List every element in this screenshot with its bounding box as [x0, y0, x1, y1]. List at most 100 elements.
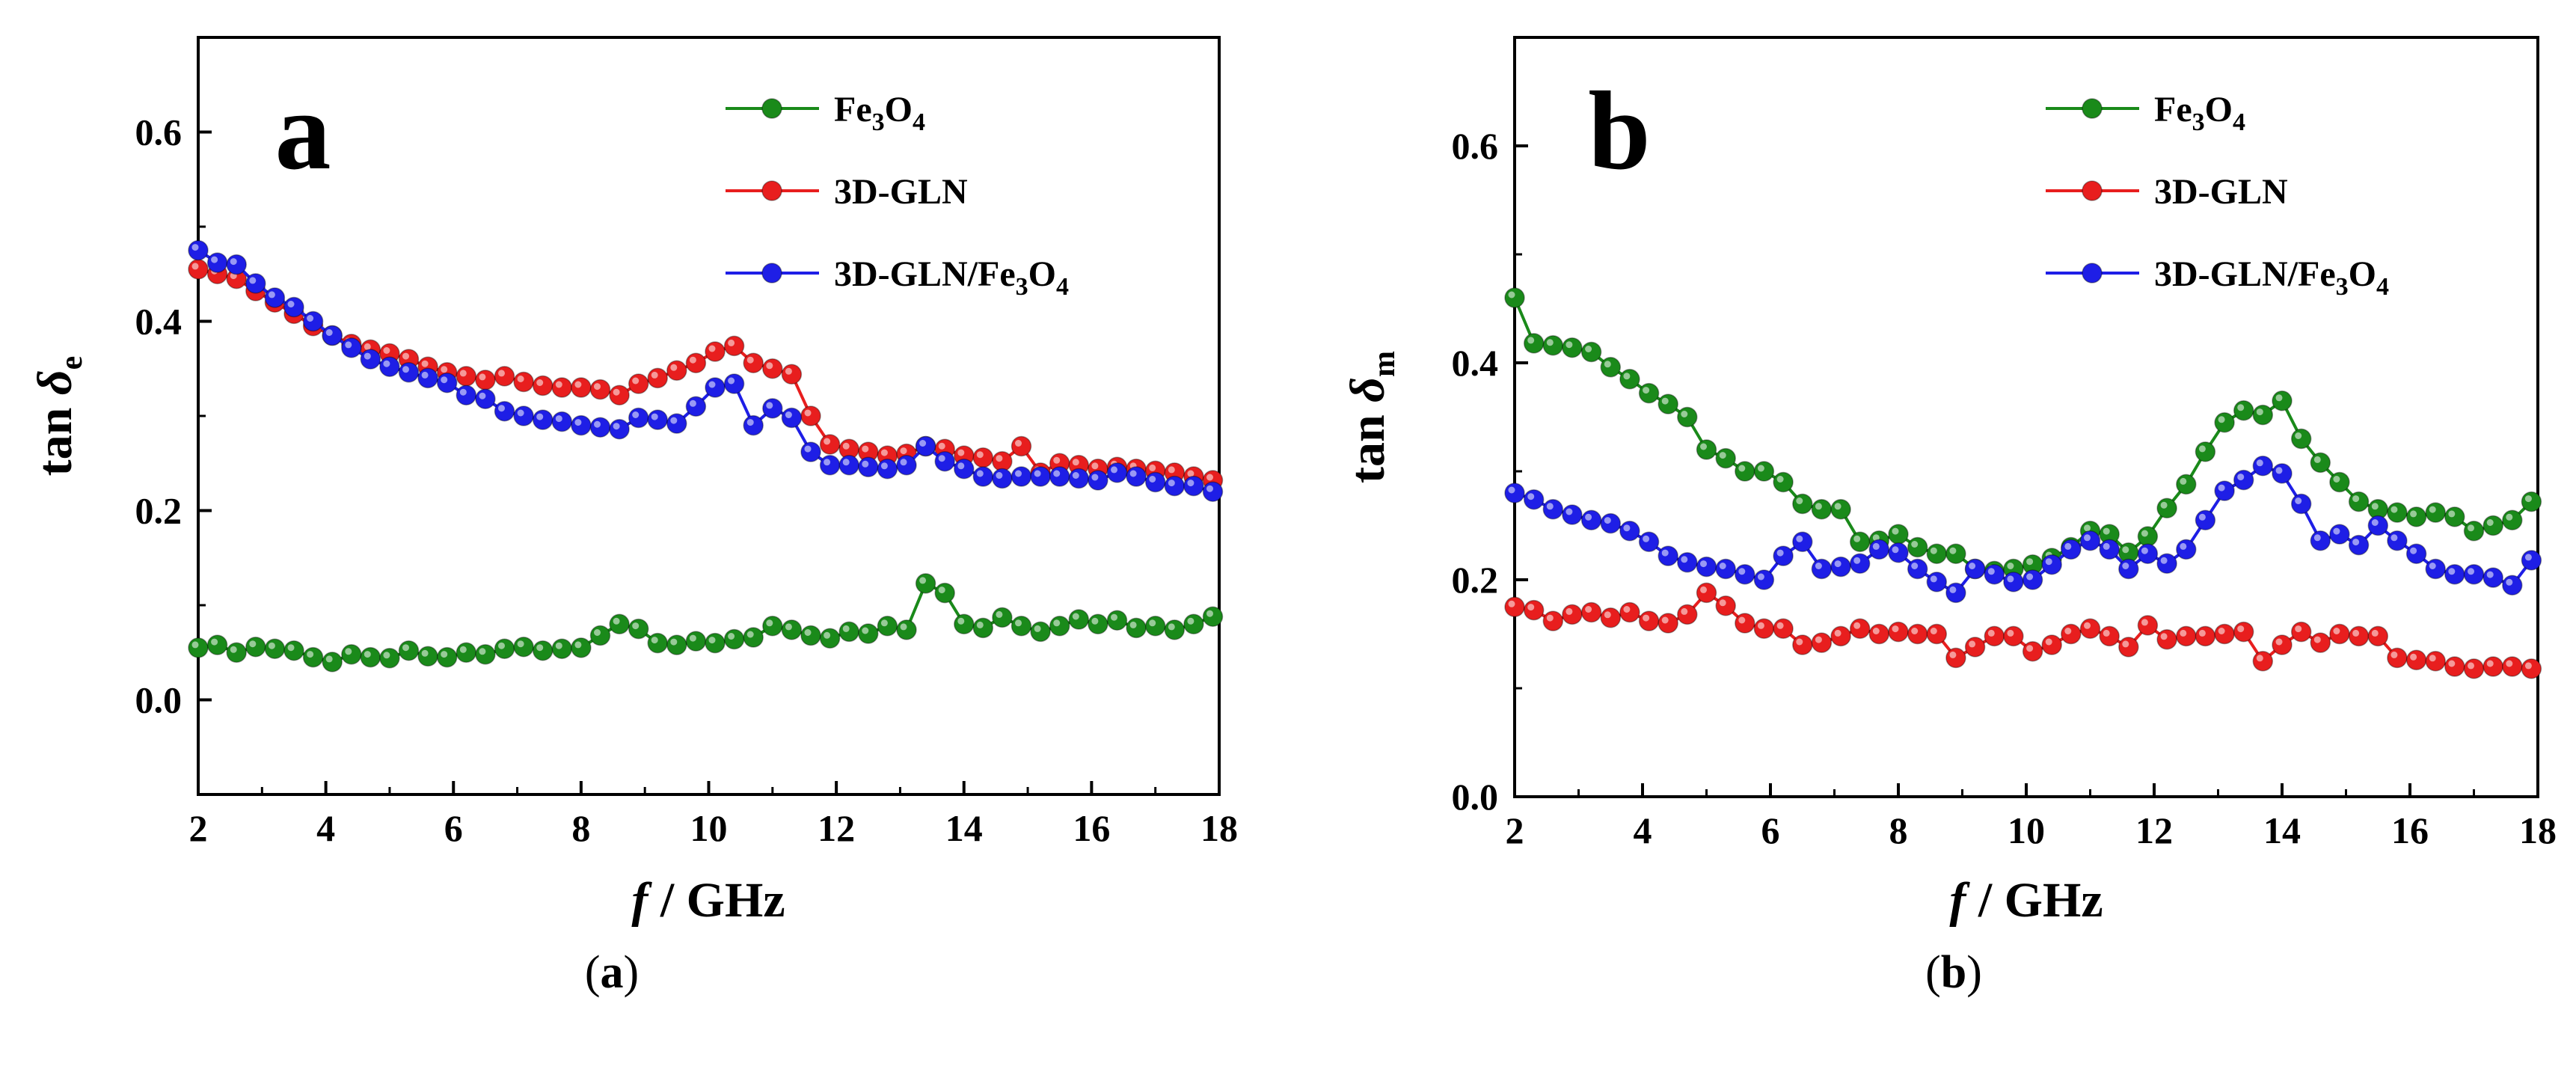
- data-point-highlight: [1546, 614, 1554, 622]
- data-point-highlight: [479, 648, 486, 655]
- data-point-highlight: [880, 449, 888, 456]
- x-tick-label: 4: [316, 807, 335, 849]
- y-tick-label: 0.2: [1452, 559, 1499, 601]
- data-point: [1811, 632, 1833, 653]
- data-point-highlight: [842, 625, 850, 632]
- legend-marker: [2082, 180, 2103, 201]
- data-point: [2079, 530, 2101, 551]
- legend-label-sub: 4: [1056, 273, 1069, 301]
- data-point: [685, 396, 707, 417]
- data-point-highlight: [1661, 549, 1669, 557]
- data-point-highlight: [651, 637, 658, 644]
- data-point-highlight: [517, 640, 524, 648]
- data-point-highlight: [1776, 622, 1784, 629]
- legend-label-sub: 4: [2233, 108, 2245, 136]
- data-point-highlight: [1072, 472, 1079, 479]
- data-point: [1735, 613, 1755, 634]
- data-point: [2118, 558, 2139, 580]
- data-point: [322, 325, 343, 346]
- data-point: [1164, 475, 1186, 497]
- data-point: [1868, 623, 1890, 645]
- data-point-highlight: [421, 649, 429, 657]
- data-point: [762, 616, 783, 637]
- data-point-highlight: [325, 329, 333, 336]
- data-point: [1126, 617, 1147, 639]
- legend-marker: [761, 98, 782, 119]
- data-point-highlight: [1527, 493, 1535, 500]
- data-point: [245, 273, 266, 294]
- data-point: [1945, 543, 1966, 564]
- data-point-highlight: [1796, 497, 1803, 504]
- data-point: [2290, 493, 2312, 515]
- data-point-highlight: [1604, 361, 1611, 368]
- data-point: [2310, 452, 2331, 474]
- data-point-highlight: [2103, 629, 2110, 637]
- y-tick-label: 0.4: [1452, 342, 1499, 384]
- data-point: [2252, 456, 2274, 477]
- legend-marker: [2082, 98, 2103, 119]
- data-point: [188, 637, 209, 658]
- data-point-highlight: [441, 651, 448, 658]
- x-tick-label: 14: [945, 807, 983, 849]
- data-point-highlight: [957, 449, 965, 456]
- data-point-highlight: [1111, 613, 1117, 621]
- legend-label: Fe3O4: [2154, 90, 2245, 136]
- data-point: [436, 646, 458, 668]
- x-tick-label: 14: [2263, 809, 2301, 851]
- data-point-highlight: [345, 341, 352, 349]
- data-point: [2214, 412, 2235, 433]
- data-point: [1202, 481, 1224, 502]
- data-point: [341, 644, 362, 665]
- data-point-highlight: [383, 652, 390, 659]
- data-point: [1715, 558, 1736, 580]
- data-point: [819, 434, 841, 455]
- data-point: [723, 628, 745, 650]
- data-point-highlight: [2313, 456, 2321, 463]
- data-point: [1792, 493, 1813, 515]
- data-point: [954, 459, 975, 480]
- data-point-highlight: [2468, 568, 2474, 575]
- data-point-highlight: [1034, 470, 1041, 477]
- data-point: [283, 296, 304, 318]
- data-point: [2252, 404, 2274, 426]
- data-point: [1088, 470, 1108, 491]
- data-point: [456, 366, 477, 387]
- data-point-highlight: [1643, 614, 1650, 622]
- data-point: [896, 619, 917, 640]
- data-point: [800, 405, 821, 426]
- data-point-highlight: [1149, 464, 1156, 471]
- y-tick-label: 0.4: [135, 301, 183, 343]
- data-point: [1773, 618, 1794, 640]
- data-point: [1580, 341, 1602, 363]
- data-point: [743, 627, 764, 648]
- data-point: [1619, 601, 1640, 623]
- data-point: [2444, 656, 2465, 677]
- data-point: [609, 385, 630, 405]
- data-point-highlight: [708, 637, 716, 644]
- data-point: [2387, 530, 2408, 551]
- x-tick-label: 6: [1761, 809, 1780, 851]
- data-point-highlight: [746, 631, 754, 638]
- data-point: [1600, 512, 1622, 534]
- data-point-highlight: [2026, 573, 2034, 581]
- legend-label-sub: 3: [1016, 273, 1028, 301]
- legend-label-sub: 3: [2192, 108, 2205, 136]
- legend-label-base: 3D-GLN: [2154, 172, 2288, 212]
- data-point-highlight: [1508, 291, 1515, 298]
- data-point-highlight: [2352, 629, 2360, 637]
- data-point: [1523, 333, 1545, 354]
- data-point: [1926, 572, 1948, 592]
- data-point: [992, 468, 1013, 489]
- data-point-highlight: [2333, 476, 2340, 483]
- data-point-highlight: [249, 277, 257, 284]
- data-point-highlight: [2141, 547, 2148, 554]
- data-point: [2233, 400, 2254, 421]
- data-point-highlight: [1738, 616, 1746, 624]
- data-point: [2444, 564, 2465, 585]
- data-point-highlight: [2448, 510, 2456, 518]
- data-point-highlight: [862, 445, 869, 453]
- data-point-highlight: [2237, 474, 2245, 481]
- data-point: [762, 398, 783, 419]
- data-point: [2061, 539, 2082, 560]
- series-2: [188, 239, 1224, 502]
